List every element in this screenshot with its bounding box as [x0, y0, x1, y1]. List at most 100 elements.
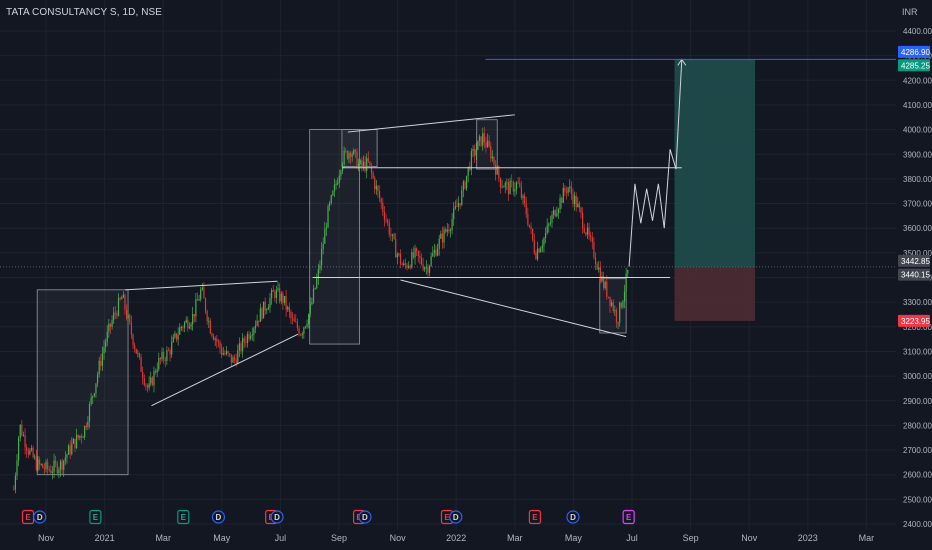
symbol-title[interactable]: TATA CONSULTANCY S, 1D, NSE	[6, 7, 163, 18]
candle-body	[85, 426, 87, 427]
candle-body	[625, 273, 627, 292]
candle-body	[619, 302, 621, 323]
earnings-event-icon[interactable]	[89, 509, 102, 525]
loss-zone[interactable]	[674, 267, 756, 321]
candle-body	[206, 311, 208, 322]
candle-body	[164, 359, 166, 362]
candle-body	[540, 248, 542, 253]
candle-body	[161, 352, 163, 360]
dividend-event-icon[interactable]	[270, 510, 284, 524]
candle-body	[491, 156, 493, 159]
profit-zone[interactable]	[674, 59, 756, 268]
candle-body	[232, 357, 234, 363]
earnings-event-icon[interactable]	[177, 509, 190, 525]
price-tick-label: 3100.00	[903, 347, 932, 356]
candle-body	[598, 267, 600, 270]
candle-body	[53, 460, 55, 472]
candle-body	[250, 336, 252, 339]
candle-body	[217, 341, 220, 343]
candle-body	[428, 265, 431, 273]
drawing-trendline[interactable]	[151, 333, 299, 407]
candle-body	[13, 489, 15, 491]
drawing-box[interactable]	[309, 129, 360, 345]
candle-body	[627, 269, 629, 274]
candle-body	[506, 182, 508, 184]
drawing-trendline[interactable]	[125, 280, 278, 291]
candle-body	[549, 222, 551, 225]
earnings-event-icon[interactable]	[528, 509, 541, 525]
candle-body	[138, 353, 141, 357]
candle-body	[58, 469, 60, 474]
drawing-trendline[interactable]	[347, 114, 515, 133]
candle-body	[230, 354, 232, 363]
candle-body	[509, 180, 511, 195]
candle-body	[151, 377, 153, 386]
candle-body	[16, 460, 18, 476]
candle-body	[153, 370, 155, 386]
price-label-box	[898, 45, 930, 58]
drawing-box[interactable]	[36, 289, 129, 476]
candle-body	[601, 276, 603, 282]
candle-body	[309, 304, 311, 315]
candle-body	[209, 320, 211, 334]
candle-body	[264, 301, 266, 311]
candle-body	[106, 331, 108, 343]
candle-body	[193, 313, 195, 317]
price-tick-label: 2800.00	[903, 421, 932, 430]
dividend-event-icon[interactable]	[449, 510, 463, 524]
candle-body	[114, 312, 116, 314]
candle-body	[411, 252, 413, 268]
candle-body	[296, 321, 298, 329]
candle-body	[490, 146, 492, 159]
candle-body	[325, 227, 328, 229]
candle-body	[74, 438, 76, 448]
candle-body	[132, 334, 134, 346]
projection-path[interactable]	[628, 59, 683, 267]
candle-body	[525, 203, 527, 215]
candle-body	[212, 336, 215, 340]
candle-body	[306, 323, 308, 327]
dividend-event-icon[interactable]	[211, 510, 226, 524]
candle-body	[317, 268, 319, 279]
candle-body	[622, 301, 624, 308]
dividend-event-icon[interactable]	[566, 510, 580, 524]
candle-body	[320, 249, 323, 266]
candle-body	[48, 469, 50, 471]
candle-body	[578, 203, 581, 208]
candle-body	[79, 435, 81, 438]
candle-body	[590, 235, 592, 238]
dividend-event-icon[interactable]	[358, 510, 372, 524]
drawing-box[interactable]	[341, 129, 378, 167]
candle-body	[596, 264, 598, 270]
candle-body	[159, 357, 162, 360]
candle-body	[214, 338, 216, 340]
drawing-trendline[interactable]	[400, 279, 627, 338]
candle-body	[414, 248, 416, 258]
price-tick-label: 3300.00	[903, 298, 932, 307]
candle-body	[338, 175, 340, 184]
candle-body	[438, 238, 440, 249]
event-marker-label: E	[181, 513, 187, 522]
price-tick-label: 2400.00	[903, 520, 932, 529]
candle-body	[14, 475, 16, 490]
candle-body	[174, 333, 176, 338]
currency-label: INR	[902, 7, 918, 17]
dividend-event-icon[interactable]	[33, 510, 47, 524]
candle-body	[19, 424, 21, 438]
candle-body	[50, 470, 52, 473]
candle-body	[398, 253, 400, 255]
candle-body	[93, 393, 95, 397]
earnings-event-icon[interactable]	[622, 509, 635, 525]
candle-body	[219, 341, 221, 349]
candle-body	[483, 133, 485, 143]
candle-body	[322, 243, 324, 250]
candle-body	[140, 356, 142, 372]
candle-body	[538, 248, 540, 253]
candle-body	[409, 265, 411, 268]
candle-body	[291, 318, 294, 319]
candle-body	[511, 180, 513, 182]
candle-body	[314, 287, 316, 289]
price-tick-label: 2500.00	[903, 495, 932, 504]
